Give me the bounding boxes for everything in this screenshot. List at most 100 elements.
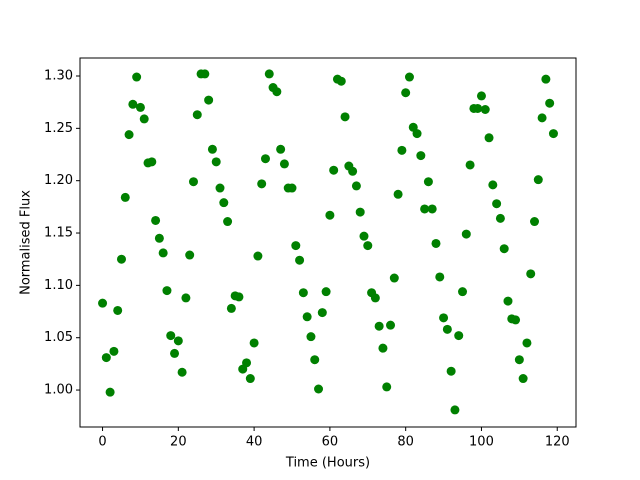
data-point — [116, 254, 126, 264]
data-point — [151, 215, 161, 225]
y-tick-label: 1.00 — [44, 383, 73, 398]
data-point — [120, 192, 130, 202]
data-point — [302, 312, 312, 322]
data-point — [431, 238, 441, 248]
data-point — [101, 353, 111, 363]
data-point — [533, 175, 543, 185]
data-point — [242, 358, 252, 368]
data-point — [401, 88, 411, 98]
data-point — [181, 293, 191, 303]
data-point — [518, 374, 528, 384]
data-point — [416, 151, 426, 161]
data-point — [488, 180, 498, 190]
data-point — [135, 102, 145, 112]
data-point — [295, 255, 305, 265]
data-point — [427, 204, 437, 214]
y-axis-label: Normalised Flux — [19, 190, 34, 295]
x-tick-label: 20 — [170, 435, 187, 450]
y-tick-label: 1.20 — [44, 173, 73, 188]
data-point — [374, 321, 384, 331]
data-point — [473, 103, 483, 113]
data-point — [545, 98, 555, 108]
data-point — [314, 384, 324, 394]
data-point — [188, 177, 198, 187]
data-point — [276, 144, 286, 154]
data-point — [287, 183, 297, 193]
data-point — [279, 159, 289, 169]
plot-frame — [79, 57, 577, 428]
data-point — [306, 332, 316, 342]
data-point — [166, 331, 176, 341]
data-point — [257, 179, 267, 189]
data-point — [454, 331, 464, 341]
data-point — [204, 95, 214, 105]
data-point — [223, 217, 233, 227]
data-point — [162, 286, 172, 296]
data-point — [207, 144, 217, 154]
data-point — [329, 165, 339, 175]
data-point — [389, 273, 399, 283]
data-point — [154, 233, 164, 243]
data-point — [446, 366, 456, 376]
data-point — [435, 272, 445, 282]
data-point — [526, 269, 536, 279]
data-point — [158, 248, 168, 258]
data-point — [336, 76, 346, 86]
data-point — [503, 296, 513, 306]
data-point — [272, 87, 282, 97]
data-point — [264, 69, 274, 79]
data-point — [348, 166, 358, 176]
data-point — [386, 320, 396, 330]
data-point — [310, 355, 320, 365]
data-point — [249, 338, 259, 348]
data-point — [185, 250, 195, 260]
data-point — [420, 204, 430, 214]
data-point — [476, 91, 486, 101]
data-point — [495, 213, 505, 223]
data-point — [514, 355, 524, 365]
data-point — [234, 292, 244, 302]
x-tick-label: 40 — [246, 435, 263, 450]
data-point — [511, 315, 521, 325]
data-point — [461, 229, 471, 239]
x-tick-label: 120 — [545, 435, 570, 450]
data-point — [128, 99, 138, 109]
data-point — [382, 382, 392, 392]
data-point — [170, 348, 180, 358]
data-point — [439, 313, 449, 323]
data-point — [363, 241, 373, 251]
data-point — [522, 338, 532, 348]
data-point — [132, 72, 142, 82]
data-point — [537, 113, 547, 123]
x-tick-label: 60 — [322, 435, 339, 450]
data-point — [177, 367, 187, 377]
data-point — [465, 160, 475, 170]
data-point — [442, 324, 452, 334]
data-point — [260, 154, 270, 164]
data-point — [370, 293, 380, 303]
data-point — [499, 244, 509, 254]
data-point — [192, 110, 202, 120]
data-point — [492, 199, 502, 209]
data-point — [215, 183, 225, 193]
data-point — [351, 181, 361, 191]
data-point — [340, 112, 350, 122]
data-point — [113, 305, 123, 315]
data-point — [124, 130, 134, 140]
data-point — [450, 405, 460, 415]
data-point — [253, 251, 263, 261]
data-point — [458, 287, 468, 297]
data-point — [317, 308, 327, 318]
data-point — [105, 387, 115, 397]
data-point — [412, 129, 422, 139]
data-point — [109, 346, 119, 356]
data-point — [147, 157, 157, 167]
data-point — [484, 133, 494, 143]
data-point — [359, 231, 369, 241]
data-point — [173, 336, 183, 346]
data-point — [530, 217, 540, 227]
data-point — [219, 198, 229, 208]
data-point — [378, 343, 388, 353]
